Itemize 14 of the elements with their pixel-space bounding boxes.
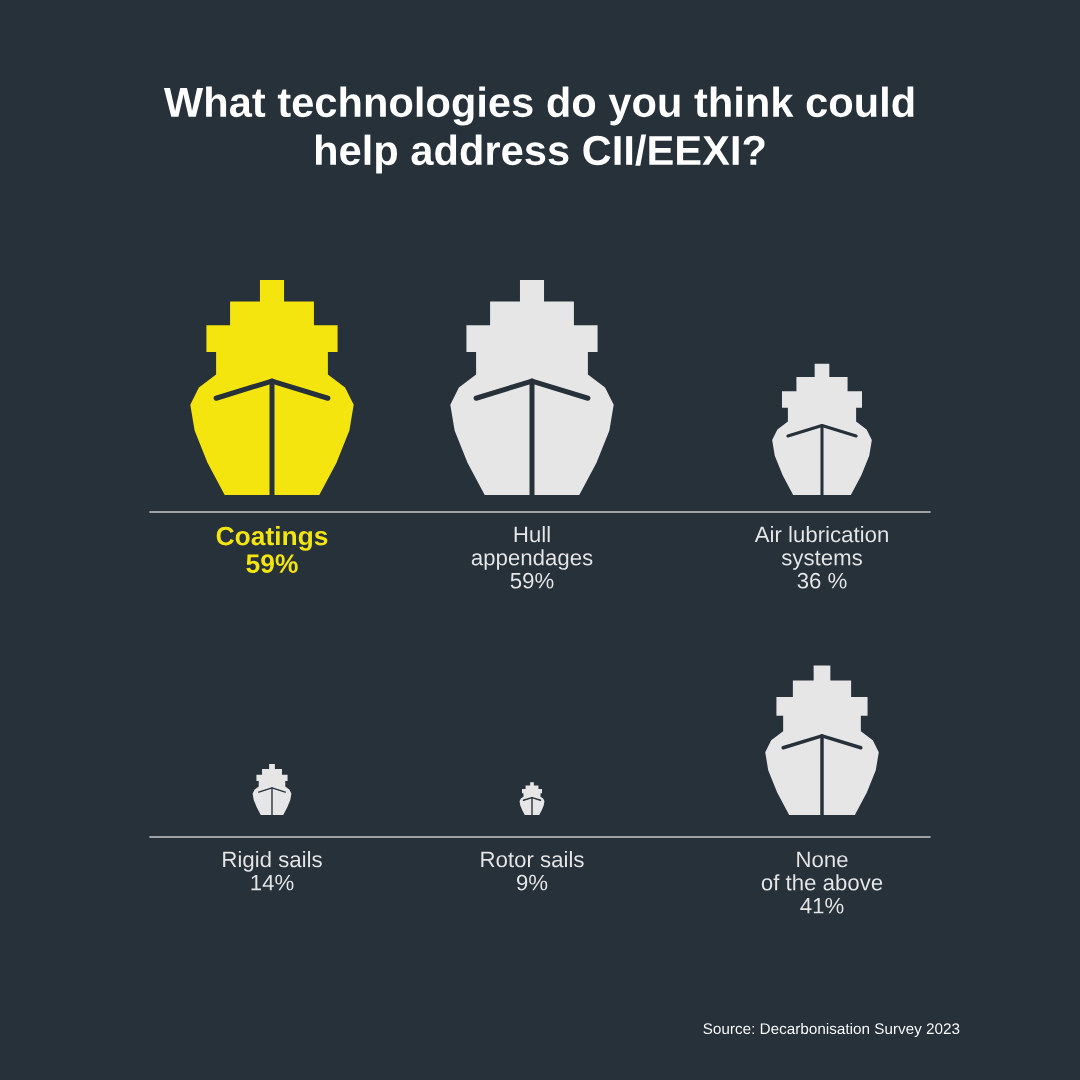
category-label: Air lubrication systems xyxy=(754,526,888,570)
data-label: 59% xyxy=(246,554,298,573)
data-label: 14% xyxy=(251,874,294,891)
category-label: Coatings xyxy=(216,526,328,551)
category-label: None of the above xyxy=(761,851,883,891)
text: What technologies do you think could help address CII/EEXI? xyxy=(163,86,914,174)
data-label: 9% xyxy=(516,874,548,891)
category-label: Rotor sails xyxy=(481,851,584,868)
category-label: Rigid sails xyxy=(223,851,322,872)
data-label: 59% xyxy=(510,572,554,589)
category-label: Hull appendages xyxy=(471,526,593,570)
data-label: 36 % xyxy=(797,572,847,589)
data-label: 41% xyxy=(800,897,844,914)
source-note: Source: Decarbonisation Survey 2023 xyxy=(703,1022,960,1038)
